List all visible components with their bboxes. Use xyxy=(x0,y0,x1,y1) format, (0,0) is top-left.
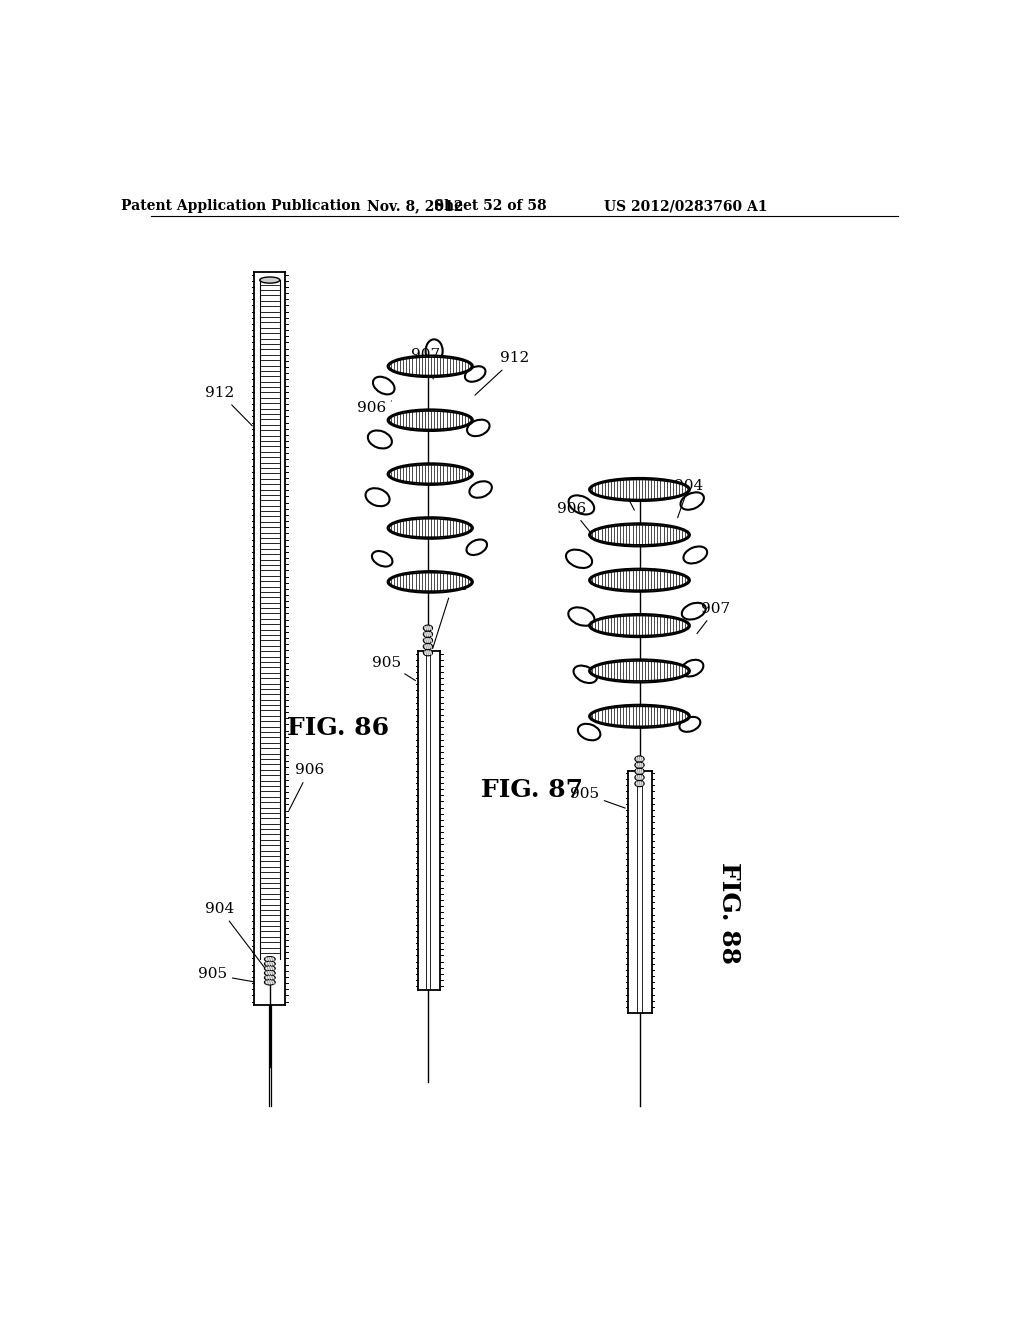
Ellipse shape xyxy=(389,411,471,429)
Text: 904: 904 xyxy=(206,902,268,973)
Text: 906: 906 xyxy=(557,502,591,533)
Text: Nov. 8, 2012: Nov. 8, 2012 xyxy=(367,199,463,213)
Text: 904: 904 xyxy=(432,578,467,648)
Ellipse shape xyxy=(591,615,688,636)
Ellipse shape xyxy=(423,631,432,638)
Text: US 2012/0283760 A1: US 2012/0283760 A1 xyxy=(604,199,768,213)
Text: 907: 907 xyxy=(697,602,731,634)
Ellipse shape xyxy=(591,479,688,499)
Text: 905: 905 xyxy=(198,968,254,982)
Text: Sheet 52 of 58: Sheet 52 of 58 xyxy=(434,199,547,213)
Text: 905: 905 xyxy=(569,787,626,808)
Ellipse shape xyxy=(389,519,471,537)
Ellipse shape xyxy=(591,661,688,681)
Text: 906: 906 xyxy=(356,401,391,416)
Text: 912: 912 xyxy=(607,479,636,510)
Text: 907: 907 xyxy=(411,347,440,379)
Ellipse shape xyxy=(264,975,275,981)
Ellipse shape xyxy=(635,768,644,775)
Ellipse shape xyxy=(389,573,471,591)
Ellipse shape xyxy=(423,644,432,649)
Ellipse shape xyxy=(591,706,688,726)
Ellipse shape xyxy=(264,979,275,985)
Text: FIG. 86: FIG. 86 xyxy=(287,717,389,741)
Text: FIG. 87: FIG. 87 xyxy=(480,777,583,801)
Text: 912: 912 xyxy=(475,351,529,395)
Ellipse shape xyxy=(635,780,644,787)
Ellipse shape xyxy=(635,756,644,762)
Ellipse shape xyxy=(264,966,275,972)
Text: 912: 912 xyxy=(206,387,252,426)
Ellipse shape xyxy=(423,626,432,631)
Ellipse shape xyxy=(591,570,688,590)
Ellipse shape xyxy=(635,775,644,780)
Ellipse shape xyxy=(423,649,432,656)
Text: 905: 905 xyxy=(372,656,416,681)
Ellipse shape xyxy=(260,277,280,284)
Ellipse shape xyxy=(264,957,275,962)
Ellipse shape xyxy=(635,762,644,768)
Ellipse shape xyxy=(389,358,471,376)
Ellipse shape xyxy=(264,961,275,966)
Text: 904: 904 xyxy=(675,479,703,517)
Ellipse shape xyxy=(591,525,688,545)
Ellipse shape xyxy=(423,638,432,644)
Text: 906: 906 xyxy=(289,763,324,810)
Text: FIG. 88: FIG. 88 xyxy=(717,862,741,964)
Text: Patent Application Publication: Patent Application Publication xyxy=(121,199,360,213)
Ellipse shape xyxy=(389,465,471,483)
Ellipse shape xyxy=(264,970,275,975)
